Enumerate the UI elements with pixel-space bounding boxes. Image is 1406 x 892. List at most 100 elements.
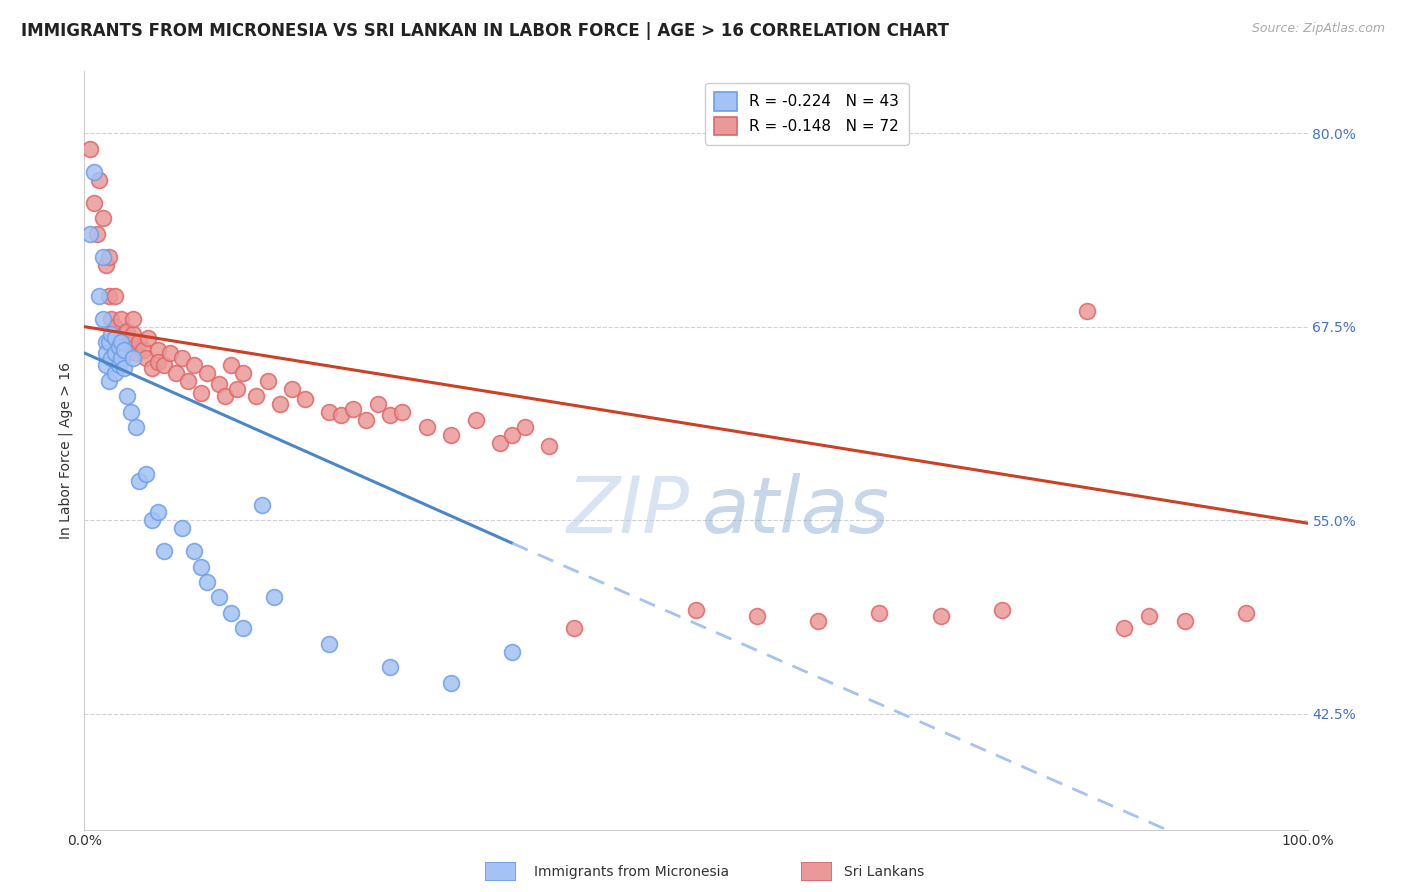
Point xyxy=(132,343,155,357)
Point xyxy=(135,351,157,365)
Point xyxy=(190,386,212,401)
Point xyxy=(269,397,291,411)
Point xyxy=(110,351,132,365)
Point xyxy=(354,412,377,426)
Point xyxy=(110,335,132,350)
Point xyxy=(122,327,145,342)
Point xyxy=(1174,614,1197,628)
Point xyxy=(96,258,118,272)
Point xyxy=(929,609,952,624)
Point xyxy=(104,330,127,344)
Point xyxy=(153,359,176,373)
Point xyxy=(128,335,150,350)
Point xyxy=(245,389,267,403)
Point xyxy=(115,346,138,360)
Point xyxy=(208,591,231,605)
Point xyxy=(104,346,127,360)
Point xyxy=(96,346,118,360)
Point xyxy=(219,606,242,620)
Point xyxy=(232,621,254,635)
Point xyxy=(107,359,129,373)
Point xyxy=(391,405,413,419)
Point xyxy=(318,637,340,651)
Point xyxy=(208,376,231,391)
Point xyxy=(440,428,463,442)
Point xyxy=(232,366,254,380)
Point xyxy=(562,621,585,635)
Point xyxy=(128,475,150,489)
Point xyxy=(107,340,129,354)
Point xyxy=(97,289,120,303)
Point xyxy=(83,165,105,179)
Point xyxy=(120,405,142,419)
Point xyxy=(104,366,127,380)
Point xyxy=(141,361,163,376)
Point xyxy=(685,603,707,617)
Point xyxy=(195,574,218,589)
Point xyxy=(100,327,122,342)
Text: Immigrants from Micronesia: Immigrants from Micronesia xyxy=(534,865,730,880)
Text: Sri Lankans: Sri Lankans xyxy=(844,865,924,880)
Point xyxy=(172,351,194,365)
Point xyxy=(122,312,145,326)
Point xyxy=(120,335,142,350)
Point xyxy=(214,389,236,403)
Point xyxy=(416,420,439,434)
Point xyxy=(146,355,169,369)
Point xyxy=(294,392,316,407)
Point xyxy=(97,374,120,388)
Point xyxy=(87,172,110,186)
Point xyxy=(104,319,127,334)
Point xyxy=(1236,606,1258,620)
Text: ZIP: ZIP xyxy=(567,473,690,549)
Point xyxy=(125,346,148,360)
Point xyxy=(112,361,135,376)
Point xyxy=(513,420,536,434)
Point xyxy=(87,289,110,303)
Point xyxy=(122,351,145,365)
Point xyxy=(79,142,101,156)
Point xyxy=(177,374,200,388)
Point xyxy=(110,312,132,326)
Point xyxy=(79,227,101,241)
Point xyxy=(141,513,163,527)
Point xyxy=(281,382,304,396)
Point xyxy=(91,211,114,226)
Point xyxy=(100,312,122,326)
Point xyxy=(172,521,194,535)
Point xyxy=(502,428,524,442)
Point xyxy=(135,467,157,481)
Point xyxy=(115,324,138,338)
Point xyxy=(91,312,114,326)
Point xyxy=(257,374,280,388)
Point xyxy=(183,359,205,373)
Point xyxy=(86,227,108,241)
Point xyxy=(869,606,891,620)
Point xyxy=(91,250,114,264)
Point xyxy=(226,382,249,396)
Point xyxy=(96,359,118,373)
Point xyxy=(489,435,512,450)
Point xyxy=(125,420,148,434)
Point xyxy=(502,645,524,659)
Point xyxy=(110,340,132,354)
Point xyxy=(159,346,181,360)
Point xyxy=(190,559,212,574)
Y-axis label: In Labor Force | Age > 16: In Labor Force | Age > 16 xyxy=(59,362,73,539)
Point xyxy=(464,412,486,426)
Point xyxy=(318,405,340,419)
Point xyxy=(263,591,285,605)
Point xyxy=(367,397,389,411)
Point xyxy=(100,351,122,365)
Point xyxy=(165,366,187,380)
Point xyxy=(342,401,364,416)
Point xyxy=(107,335,129,350)
Point xyxy=(219,359,242,373)
Point xyxy=(96,335,118,350)
Point xyxy=(183,544,205,558)
Point xyxy=(136,330,159,344)
Text: atlas: atlas xyxy=(702,473,890,549)
Point xyxy=(1137,609,1160,624)
Point xyxy=(991,603,1014,617)
Point xyxy=(146,505,169,519)
